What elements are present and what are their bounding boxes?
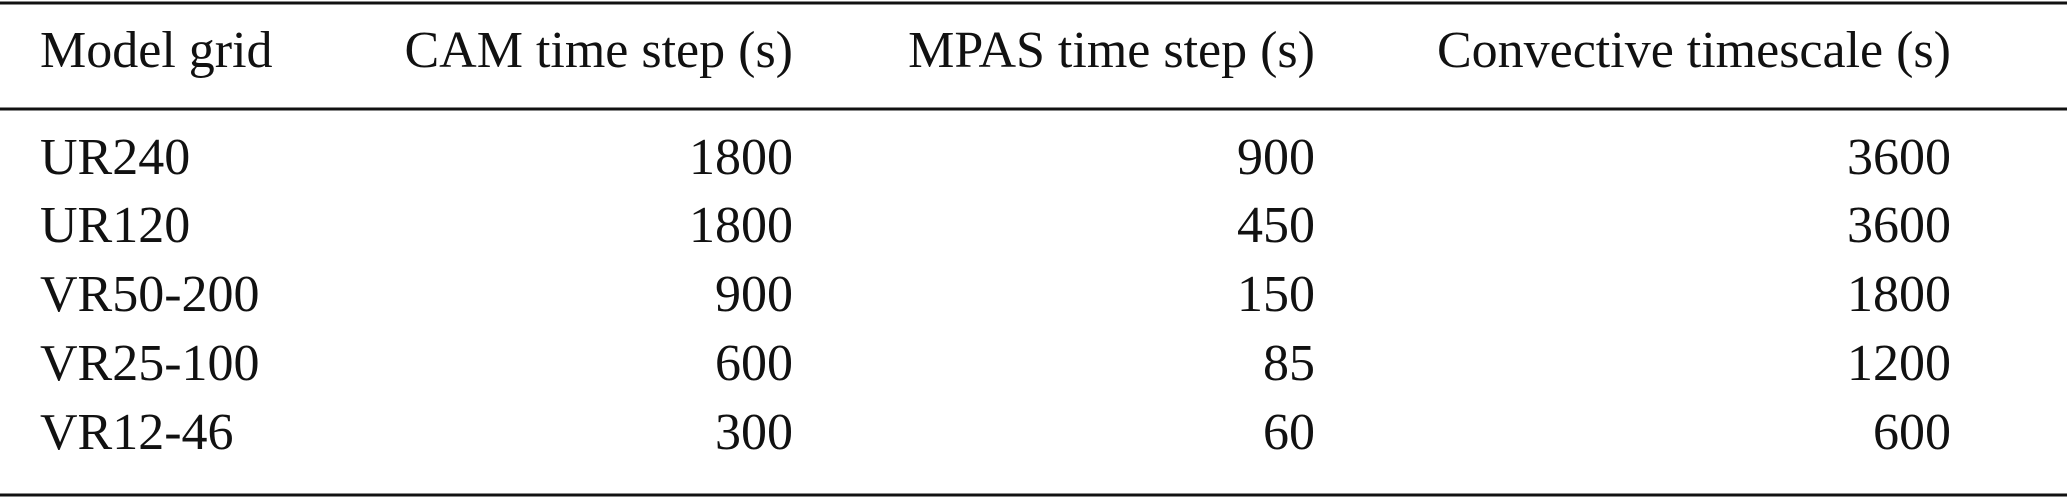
table-cell: 300: [715, 404, 793, 461]
row-label: VR50-200: [40, 266, 260, 323]
table-cell: 1800: [689, 197, 793, 254]
table-cell: 3600: [1847, 129, 1951, 186]
table-cell: 450: [1237, 197, 1315, 254]
table-cell: 900: [1237, 129, 1315, 186]
table-cell: 1800: [1847, 266, 1951, 323]
header-cell: CAM time step (s): [404, 22, 793, 79]
table-cell: 150: [1237, 266, 1315, 323]
header-cell: MPAS time step (s): [908, 22, 1315, 79]
table-cell: 900: [715, 266, 793, 323]
row-label: UR120: [40, 197, 190, 254]
row-label: UR240: [40, 129, 190, 186]
header-cell: Model grid: [40, 22, 273, 79]
table-cell: 1200: [1847, 335, 1951, 392]
table-cell: 1800: [689, 129, 793, 186]
row-label: VR12-46: [40, 404, 234, 461]
table-cell: 600: [715, 335, 793, 392]
table-cell: 85: [1263, 335, 1315, 392]
row-label: VR25-100: [40, 335, 260, 392]
table-cell: 3600: [1847, 197, 1951, 254]
table-cell: 60: [1263, 404, 1315, 461]
table-cell: 600: [1873, 404, 1951, 461]
header-cell: Convective timescale (s): [1437, 22, 1951, 79]
